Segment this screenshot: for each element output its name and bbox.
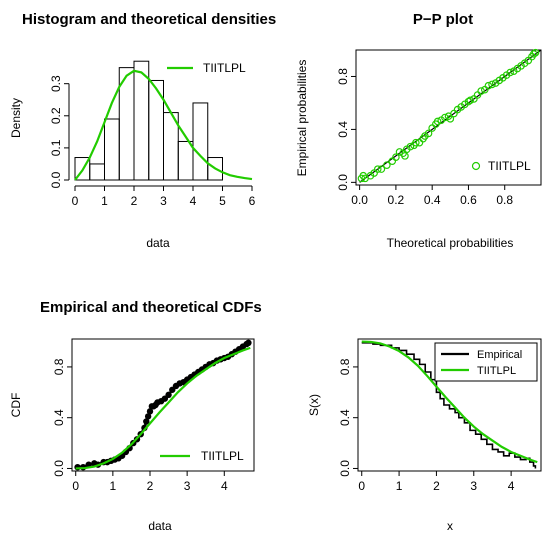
pp-point [531, 48, 540, 57]
pp-point [441, 113, 449, 122]
cdf-legend-label: TIITLPL [201, 449, 244, 463]
survival-y-tick-label: 0.4 [338, 409, 352, 426]
pp-point [373, 165, 382, 173]
histogram-bar [207, 157, 223, 181]
survival-x-tick-label: 4 [508, 479, 515, 493]
pp-legend-label: TIITLPL [488, 159, 531, 173]
cdf-y-tick-label: 0.4 [52, 409, 66, 426]
survival-legend-label-empirical: Empirical [477, 349, 522, 361]
survival-ylabel: S(x) [307, 394, 321, 416]
histogram-legend-label: TIITLPL [203, 61, 246, 75]
survival-legend-box [434, 342, 538, 382]
survival-x-tick-label: 0 [358, 479, 365, 493]
cdf-y-tick-label: 0.0 [52, 460, 66, 477]
histogram-y-tick-label: 0.3 [49, 75, 63, 92]
survival-x-tick-label: 2 [433, 479, 440, 493]
cdf-ylabel: CDF [9, 393, 23, 418]
pp-x-tick-label: 0.6 [460, 193, 477, 207]
histogram-y-tick-label: 0.0 [49, 171, 63, 188]
cdf-xlabel: data [148, 519, 172, 533]
pp-point [506, 68, 514, 77]
pp-xlabel: Theoretical probabilities [387, 236, 514, 250]
survival-xlabel: x [447, 519, 453, 533]
survival-empirical-step [361, 342, 537, 469]
pp-point [529, 50, 538, 58]
cdf-x-tick-label: 0 [72, 479, 79, 493]
histogram-x-tick-label: 3 [160, 194, 167, 208]
histogram-y-tick-label: 0.1 [49, 139, 63, 156]
histogram-x-tick-label: 5 [219, 194, 226, 208]
cdf-x-tick-label: 1 [110, 479, 117, 493]
histogram-y-tick-label: 0.2 [49, 107, 63, 124]
histogram-bar [89, 163, 105, 181]
panel-histogram: Histogram and theoretical densities data… [9, 11, 276, 250]
histogram-x-tick-label: 6 [249, 194, 256, 208]
pp-point [433, 117, 442, 126]
cdf-theoretical-curve [75, 346, 251, 470]
histogram-xlabel: data [146, 236, 170, 250]
histogram-x-tick-label: 0 [72, 194, 79, 208]
pp-point [424, 129, 433, 138]
pp-point [484, 81, 493, 90]
histogram-x-tick-label: 4 [190, 194, 197, 208]
survival-theoretical-curve [361, 340, 538, 464]
pp-point [477, 87, 485, 95]
survival-y-tick-label: 0.8 [338, 358, 352, 375]
histogram-x-tick-label: 2 [131, 194, 138, 208]
panel-cdf: Empirical and theoretical CDFs data CDF … [9, 299, 262, 533]
pp-x-tick-label: 0.0 [351, 193, 368, 207]
pp-legend-marker [471, 161, 481, 171]
pp-point [377, 165, 386, 173]
pp-title: P−P plot [413, 11, 473, 28]
pp-y-tick-label: 0.8 [336, 68, 350, 85]
pp-y-tick-label: 0.4 [336, 121, 350, 138]
pp-point [406, 142, 415, 151]
survival-x-tick-label: 1 [396, 479, 403, 493]
pp-y-tick-label: 0.0 [336, 174, 350, 191]
pp-ylabel: Empirical probabilities [295, 60, 309, 177]
histogram-bar [104, 118, 120, 181]
pp-point [446, 115, 455, 123]
survival-legend-label-theoretical: TIITLPL [477, 365, 516, 377]
pp-x-tick-label: 0.4 [424, 193, 441, 207]
histogram-title: Histogram and theoretical densities [22, 11, 276, 28]
histogram-x-tick-label: 1 [101, 194, 108, 208]
histogram-bar [192, 102, 209, 181]
pp-point [412, 138, 420, 147]
pp-point [395, 148, 404, 156]
histogram-bar [177, 140, 194, 181]
cdf-x-tick-label: 4 [221, 479, 228, 493]
pp-point [466, 96, 475, 105]
panel-survival: x S(x) 0 1 2 3 4 0.0 0.4 0.8 Empirical TIITLPL [307, 338, 542, 533]
pp-point [401, 152, 409, 160]
survival-x-tick-label: 3 [470, 479, 477, 493]
cdf-y-tick-label: 0.8 [52, 358, 66, 375]
pp-point [392, 153, 400, 162]
pp-point [383, 161, 391, 169]
density-curve [74, 69, 253, 181]
histogram-bar [133, 60, 150, 181]
cdf-x-tick-label: 2 [147, 479, 154, 493]
cdf-legend-box [152, 444, 250, 466]
cdf-title: Empirical and theoretical CDFs [40, 299, 262, 316]
cdf-x-tick-label: 3 [184, 479, 191, 493]
histogram-ylabel: Density [9, 98, 23, 138]
pp-point [488, 80, 496, 89]
survival-y-tick-label: 0.0 [338, 460, 352, 477]
panel-pp-plot: P−P plot Theoretical probabilities Empir… [295, 11, 542, 250]
pp-x-tick-label: 0.2 [388, 193, 405, 207]
pp-x-tick-label: 0.8 [496, 193, 513, 207]
